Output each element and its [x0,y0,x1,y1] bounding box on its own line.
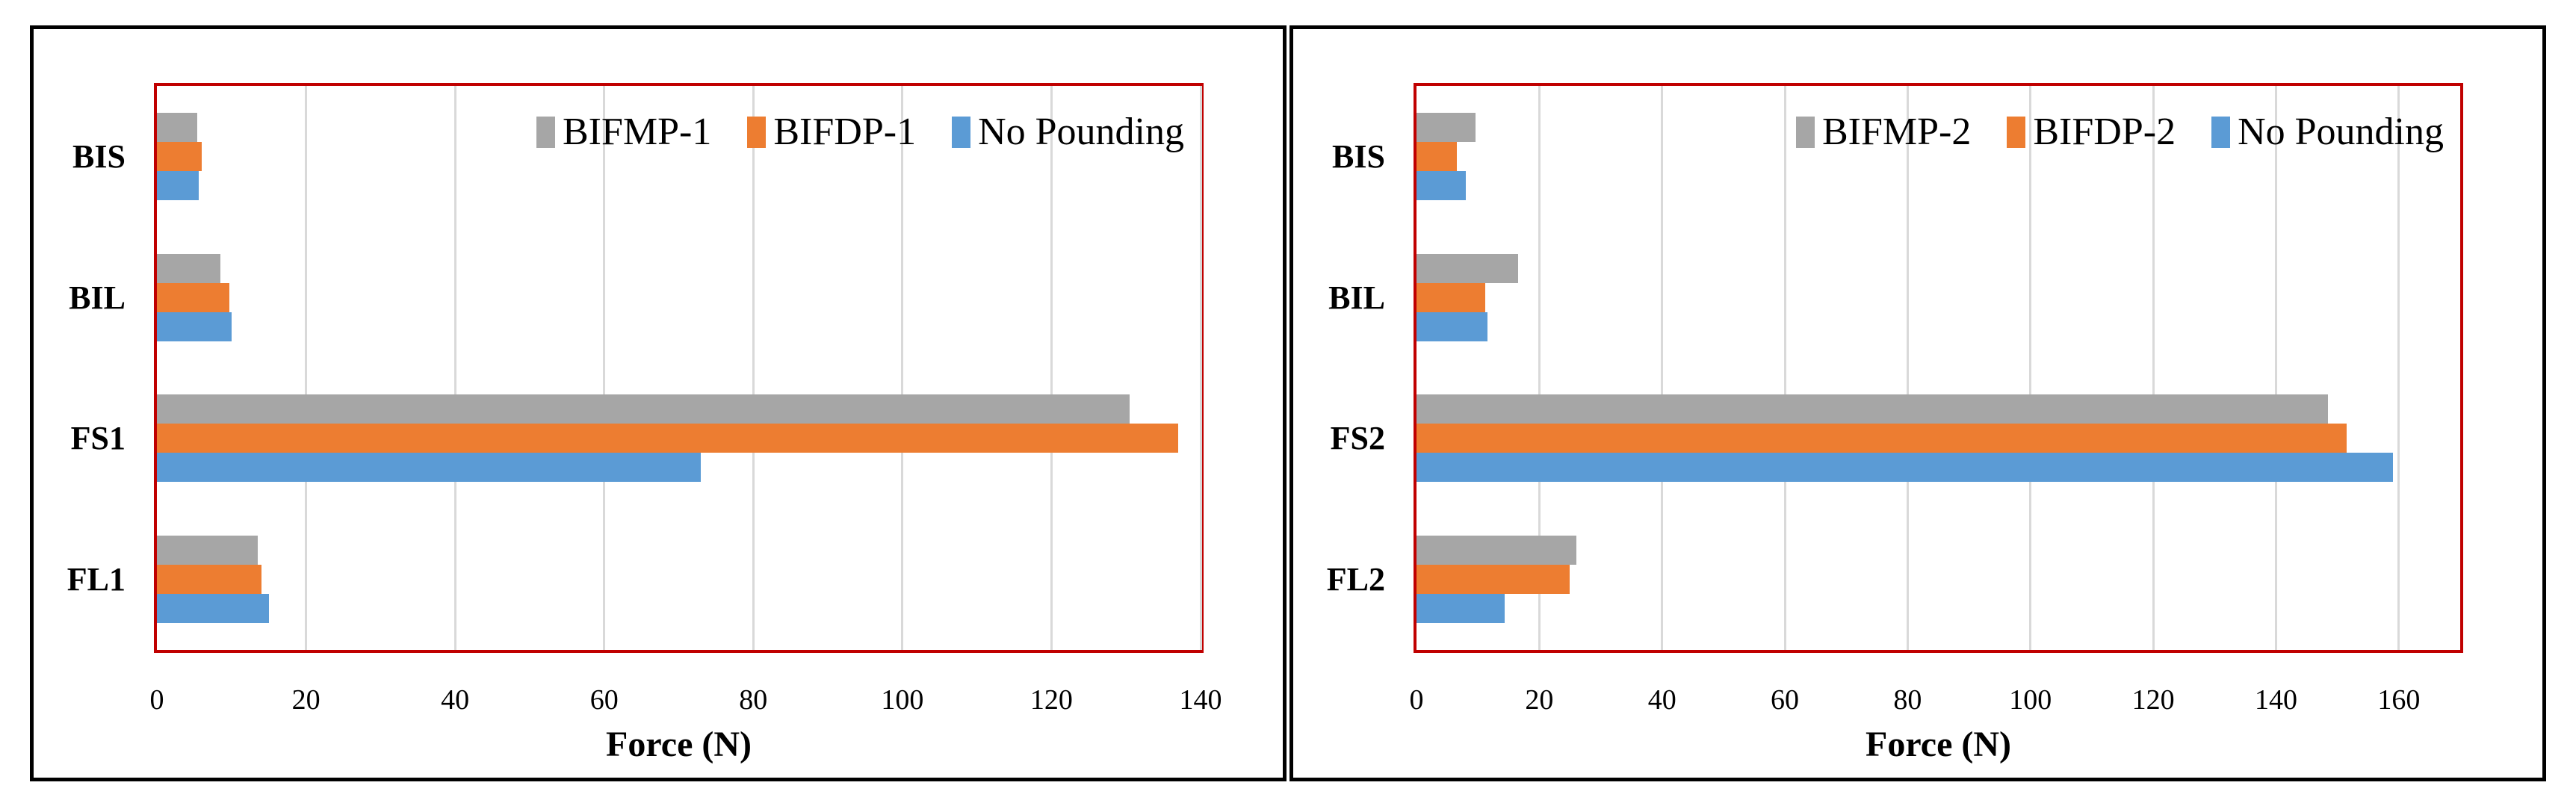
legend-left: BIFMP-1 BIFDP-1 No Pounding [536,113,1184,152]
legend-label: No Pounding [978,111,1184,153]
x-tick-label-160: 160 [2377,684,2421,716]
gridline-40 [453,86,456,650]
bar-BIS-BIFDP-2 [1417,141,1458,171]
bar-FS1-BIFMP-1 [157,394,1130,424]
gridline-120 [2152,86,2155,650]
legend-swatch-icon [2007,117,2026,148]
x-tick-label-40: 40 [441,684,470,716]
x-tick-label-40: 40 [1647,684,1676,716]
legend-swatch-icon [1795,117,1815,148]
gridline-160 [2397,86,2400,650]
bar-FL2-BIFDP-2 [1417,565,1570,595]
bar-BIL-BIFMP-1 [157,253,220,283]
bar-BIL-BIFMP-2 [1417,253,1518,283]
category-label-FS1: FS1 [70,420,126,457]
category-label-BIL: BIL [69,279,126,316]
x-axis-title-right: Force (N) [1866,725,2011,764]
chart-panel-right: BIFMP-2 BIFDP-2 No Pounding BIS BIL FS2 FL2 0… [1289,25,2546,781]
bar-BIS-BIFDP-1 [157,141,202,171]
bar-FS2-BIFDP-2 [1417,424,2347,453]
legend-swatch-icon [2211,117,2231,148]
plot-area-left: BIFMP-1 BIFDP-1 No Pounding [154,83,1204,653]
x-tick-label-80: 80 [1893,684,1922,716]
legend-swatch-icon [952,117,971,148]
gridline-100 [901,86,904,650]
category-label-FS2: FS2 [1330,420,1385,457]
legend-label: BIFDP-2 [2033,111,2176,153]
chart-panel-left: BIFMP-1 BIFDP-1 No Pounding BIS BIL FS1 FL1 0… [30,25,1287,781]
gridline-60 [1783,86,1786,650]
legend-label: BIFMP-1 [562,111,712,153]
category-label-FL2: FL2 [1326,561,1385,598]
category-label-BIS: BIS [72,137,126,175]
bar-FL2-No Pounding [1417,594,1505,624]
x-tick-label-80: 80 [739,684,768,716]
x-tick-label-100: 100 [2009,684,2052,716]
category-labels-right: BIS BIL FS2 FL2 [1293,86,1414,650]
x-tick-label-60: 60 [1771,684,1800,716]
x-tick-label-140: 140 [2254,684,2297,716]
bar-BIL-BIFDP-1 [157,282,229,312]
legend-right: BIFMP-2 BIFDP-2 No Pounding [1795,111,2444,153]
legend-item-No Pounding: No Pounding [952,113,1184,152]
x-axis-ticks-left: 0 20 40 60 80 100 120 140 [150,684,1222,719]
bar-FL1-BIFMP-1 [157,536,258,565]
x-tick-label-0: 0 [149,684,164,716]
bar-BIS-BIFMP-2 [1417,112,1476,142]
legend-item-BIFMP-1: BIFMP-1 [536,113,711,152]
x-tick-label-0: 0 [1409,684,1424,716]
x-axis-ticks-right: 0 20 40 60 80 100 120 140 160 [1410,684,2460,719]
x-tick-label-20: 20 [291,684,321,716]
x-tick-label-20: 20 [1525,684,1554,716]
legend-item-BIFMP-2: BIFMP-2 [1795,111,1972,153]
bar-FS1-No Pounding [157,453,702,483]
bar-FS1-BIFDP-1 [157,424,1179,453]
x-tick-label-100: 100 [881,684,924,716]
bar-BIS-No Pounding [157,170,199,200]
gridline-80 [1906,86,1909,650]
gridline-60 [603,86,606,650]
gridline-100 [2029,86,2032,650]
bar-FL1-No Pounding [157,594,269,624]
x-tick-label-60: 60 [589,684,619,716]
legend-label: BIFDP-1 [773,111,917,153]
bar-BIL-BIFDP-2 [1417,282,1486,312]
bar-BIS-No Pounding [1417,170,1466,200]
gridline-140 [1199,86,1202,650]
category-label-BIS: BIS [1332,137,1385,175]
legend-label: No Pounding [2238,111,2444,153]
gridline-20 [305,86,308,650]
bar-FL1-BIFDP-1 [157,565,261,595]
x-axis-title-left: Force (N) [606,725,752,764]
bar-BIL-No Pounding [157,312,232,341]
category-labels-left: BIS BIL FS1 FL1 [34,86,154,650]
x-tick-label-120: 120 [1030,684,1073,716]
gridline-20 [1538,86,1541,650]
legend-item-BIFDP-1: BIFDP-1 [747,113,916,152]
legend-label: BIFMP-2 [1821,111,1972,153]
legend-swatch-icon [536,117,555,148]
legend-item-BIFDP-2: BIFDP-2 [2007,113,2176,152]
gridline-40 [1661,86,1664,650]
plot-area-right: BIFMP-2 BIFDP-2 No Pounding [1414,83,2463,653]
bar-FS2-BIFMP-2 [1417,394,2329,424]
x-tick-label-120: 120 [2131,684,2175,716]
bar-BIL-No Pounding [1417,312,1487,341]
legend-item-No Pounding: No Pounding [2211,113,2444,152]
bar-FL2-BIFMP-2 [1417,536,1576,565]
gridline-120 [1050,86,1053,650]
category-label-BIL: BIL [1328,279,1385,316]
legend-swatch-icon [747,117,767,148]
bar-FS2-No Pounding [1417,453,2393,483]
gridline-140 [2274,86,2277,650]
gridline-80 [752,86,755,650]
x-tick-label-140: 140 [1179,684,1222,716]
category-label-FL1: FL1 [66,561,126,598]
bar-BIS-BIFMP-1 [157,112,197,142]
